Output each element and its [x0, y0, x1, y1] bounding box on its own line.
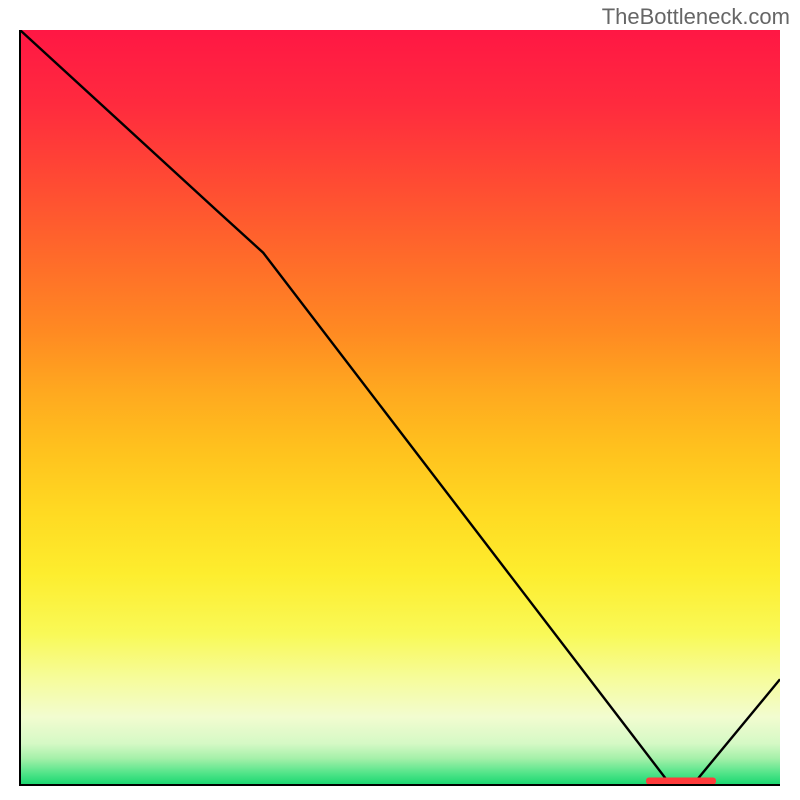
- gradient-background: [20, 30, 780, 785]
- chart-container: TheBottleneck.com: [0, 0, 800, 800]
- optimal-marker: [646, 778, 716, 785]
- bottleneck-chart: [0, 0, 800, 800]
- watermark-text: TheBottleneck.com: [602, 4, 790, 30]
- plot-area: [20, 30, 780, 785]
